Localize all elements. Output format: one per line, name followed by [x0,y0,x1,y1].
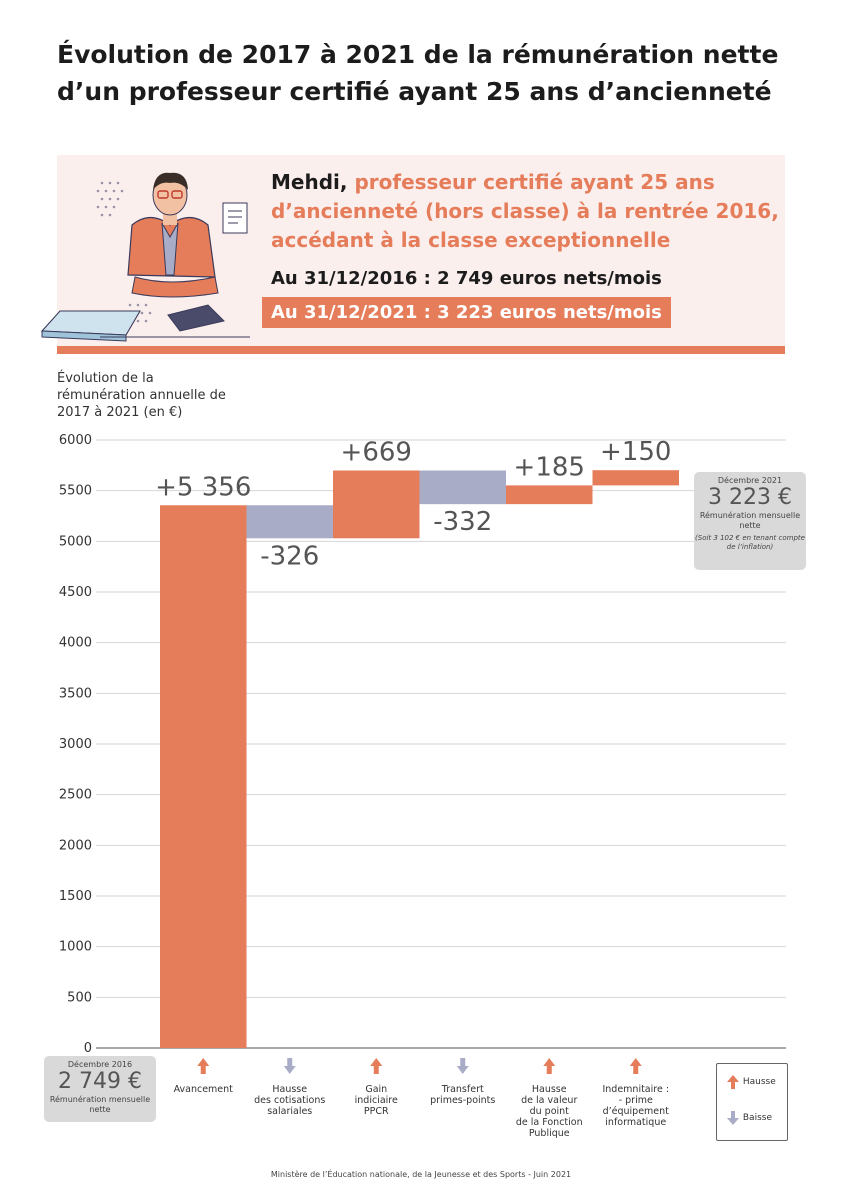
bar [419,470,506,505]
teacher-illustration [40,172,250,342]
arrow-up-icon [370,1058,383,1074]
y-tick-label: 0 [84,1041,92,1056]
arrow-down-icon [727,1111,739,1125]
x-tick-label: PPCR [364,1106,389,1117]
arrow-up-icon [197,1058,210,1074]
end-box-label: Rémunération mensuelle nette [699,511,801,530]
x-tick-label: du point [530,1106,570,1117]
arrow-down-icon [283,1058,296,1074]
x-tick-label: Gain [365,1084,387,1095]
y-tick-label: 1500 [59,889,92,904]
x-tick-label: - prime [619,1095,653,1106]
x-tick-label: salariales [267,1106,312,1117]
y-axis-title: Évolution de la rémunération annuelle de… [57,371,226,420]
y-tick-label: 4000 [59,636,92,651]
y-tick-label: 2500 [59,788,92,803]
y-tick-label: 3000 [59,737,92,752]
x-tick-label: de la valeur [521,1095,577,1106]
end-box-inflation-note: (Soit 3 102 € en tenant compte de l’infl… [695,534,805,551]
data-label: -326 [260,541,319,571]
title-line-2: d’un professeur certifié ayant 25 ans d’… [57,77,772,106]
x-tick-label: des cotisations [254,1095,325,1106]
x-tick-label: Hausse [272,1084,307,1095]
x-tick-label: Publique [529,1128,570,1139]
arrow-up-icon [727,1075,739,1089]
legend-item-up: Hausse [726,1074,776,1090]
end-box-value: 3 223 € [708,485,792,510]
salary-2021: Au 31/12/2021 : 3 223 euros nets/mois [262,297,671,328]
x-tick-label: Transfert [441,1084,484,1095]
y-tick-label: 2000 [59,838,92,853]
y-tick-label: 6000 [59,433,92,448]
legend-up-label: Hausse [742,1077,776,1087]
arrow-up-icon [629,1058,642,1074]
x-tick-label: Hausse [532,1084,567,1095]
bar [506,485,593,505]
arrow-up-icon [543,1058,556,1074]
start-salary-box: Décembre 2016 2 749 € Rémunération mensu… [44,1056,156,1122]
end-box-date: Décembre 2021 [717,476,783,485]
x-tick-label: primes-points [430,1095,495,1106]
title-line-1: Évolution de 2017 à 2021 de la rémunérat… [57,40,779,69]
data-label: +185 [514,452,585,482]
arrow-down-icon [456,1058,469,1074]
y-tick-label: 500 [67,990,92,1005]
salary-2016: Au 31/12/2016 : 2 749 euros nets/mois [271,268,662,289]
y-tick-label: 3500 [59,686,92,701]
x-tick-label: de la Fonction [516,1117,583,1128]
bar [246,505,333,539]
data-label: +669 [341,438,412,468]
start-box-label: Rémunération mensuelle nette [49,1095,151,1114]
data-label: +150 [600,437,671,467]
y-tick-label: 4500 [59,585,92,600]
page-title: Évolution de 2017 à 2021 de la rémunérat… [57,36,797,110]
y-tick-label: 5000 [59,534,92,549]
start-box-value: 2 749 € [58,1069,142,1094]
x-tick-label: informatique [605,1117,666,1128]
x-tick-label: Indemnitaire : [602,1084,669,1095]
profile-description: Mehdi, professeur certifié ayant 25 ans … [271,168,781,255]
legend-item-down: Baisse [726,1110,772,1126]
data-label: -332 [433,507,492,537]
chart-legend: Hausse Baisse [716,1063,788,1141]
start-box-date: Décembre 2016 [67,1060,133,1069]
bar [592,470,679,486]
bar [160,505,247,1048]
end-salary-box: Décembre 2021 3 223 € Rémunération mensu… [694,472,806,570]
bar [333,470,420,539]
y-tick-label: 5500 [59,484,92,499]
banner-accent-bar [57,346,785,354]
x-tick-label: d’équipement [603,1106,670,1117]
data-label: +5 356 [155,472,251,502]
y-tick-label: 1000 [59,940,92,955]
source-footer: Ministère de l’Éducation nationale, de l… [270,1170,572,1179]
teacher-name: Mehdi, [271,170,348,194]
x-tick-label: indiciaire [355,1095,398,1106]
legend-down-label: Baisse [742,1113,772,1123]
x-tick-label: Avancement [174,1084,234,1095]
teacher-status: professeur certifié ayant 25 ans d’ancie… [271,170,779,252]
